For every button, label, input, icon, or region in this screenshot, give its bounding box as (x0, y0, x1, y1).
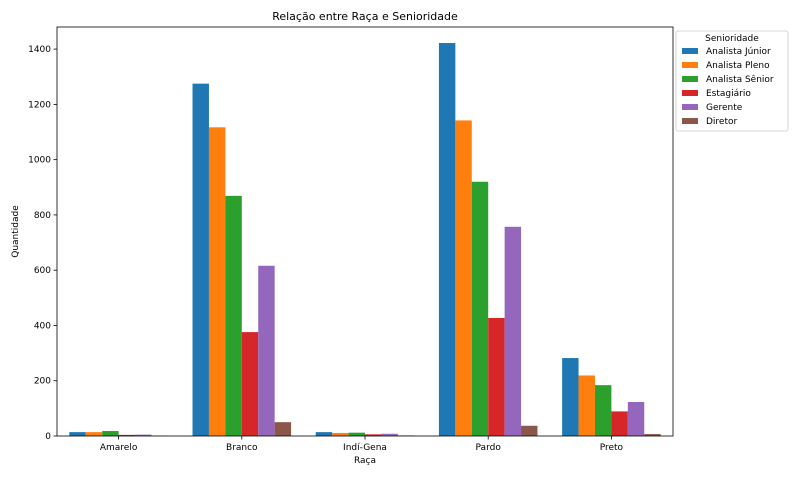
legend-swatch (682, 118, 698, 124)
x-tick-label: Branco (226, 443, 258, 453)
chart-title: Relação entre Raça e Senioridade (272, 10, 458, 23)
x-tick-label: Preto (600, 443, 624, 453)
bar-diretor-3 (521, 425, 538, 436)
bar-estagi-rio-3 (488, 318, 505, 436)
bar-analista-s-nior-3 (471, 181, 489, 436)
y-tick-label: 1400 (28, 45, 51, 55)
x-tick-label: Pardo (476, 443, 502, 453)
legend-label: Estagiário (706, 89, 751, 99)
y-tick-label: 400 (34, 321, 51, 331)
bar-estagi-rio-0 (118, 434, 136, 436)
legend-label: Analista Pleno (706, 61, 770, 71)
legend-swatch (682, 48, 698, 54)
x-tick-label: Amarelo (100, 443, 138, 453)
y-tick-label: 600 (34, 266, 51, 276)
y-axis-title: Quantidade (11, 205, 21, 258)
bar-diretor-4 (644, 434, 661, 436)
legend-label: Analista Sênior (706, 74, 774, 85)
bar-analista-j-nior-2 (315, 432, 333, 436)
y-tick-label: 0 (45, 432, 51, 442)
legend: Senioridade Analista Júnior Analista Plen… (675, 30, 789, 132)
bar-analista-pleno-4 (578, 375, 595, 436)
bar-analista-s-nior-4 (594, 385, 612, 436)
bar-gerente-3 (504, 226, 522, 436)
legend-swatch (682, 104, 698, 110)
legend-label: Gerente (706, 103, 743, 113)
legend-swatch (682, 62, 698, 68)
bar-gerente-2 (381, 433, 398, 436)
y-tick-label: 800 (34, 211, 51, 221)
plot-area: 0 200 400 600 800 1000 1200 1400 Amarelo Branco In… (28, 26, 674, 453)
y-tick-label: 1200 (28, 100, 51, 110)
legend-title: Senioridade (705, 34, 759, 44)
bar-analista-j-nior-1 (192, 83, 209, 437)
bar-analista-s-nior-2 (348, 432, 365, 436)
x-tick-label: Indí-Gena (343, 443, 387, 453)
x-axis-title: Raça (354, 456, 376, 466)
bar-gerente-4 (627, 402, 645, 436)
bar-analista-pleno-3 (455, 120, 472, 436)
bar-gerente-1 (258, 265, 275, 436)
bar-analista-j-nior-3 (438, 43, 456, 436)
bar-analista-pleno-0 (85, 432, 103, 436)
bar-analista-s-nior-0 (102, 431, 119, 436)
y-tick-label: 200 (34, 377, 51, 387)
bar-analista-j-nior-0 (69, 432, 86, 436)
legend-swatch (682, 90, 698, 96)
legend-box (675, 30, 789, 132)
legend-label: Diretor (706, 117, 738, 127)
bar-analista-s-nior-1 (225, 195, 242, 436)
bar-estagi-rio-4 (611, 411, 628, 436)
legend-label: Analista Júnior (706, 47, 771, 57)
bar-analista-j-nior-4 (562, 358, 579, 436)
bar-analista-pleno-1 (208, 127, 226, 436)
bar-estagi-rio-2 (365, 434, 382, 436)
y-tick-label: 1000 (28, 156, 51, 166)
bar-gerente-0 (135, 434, 152, 436)
bar-diretor-1 (274, 422, 292, 436)
bar-analista-pleno-2 (332, 432, 349, 436)
bar-estagi-rio-1 (241, 332, 259, 436)
legend-swatch (682, 76, 698, 82)
